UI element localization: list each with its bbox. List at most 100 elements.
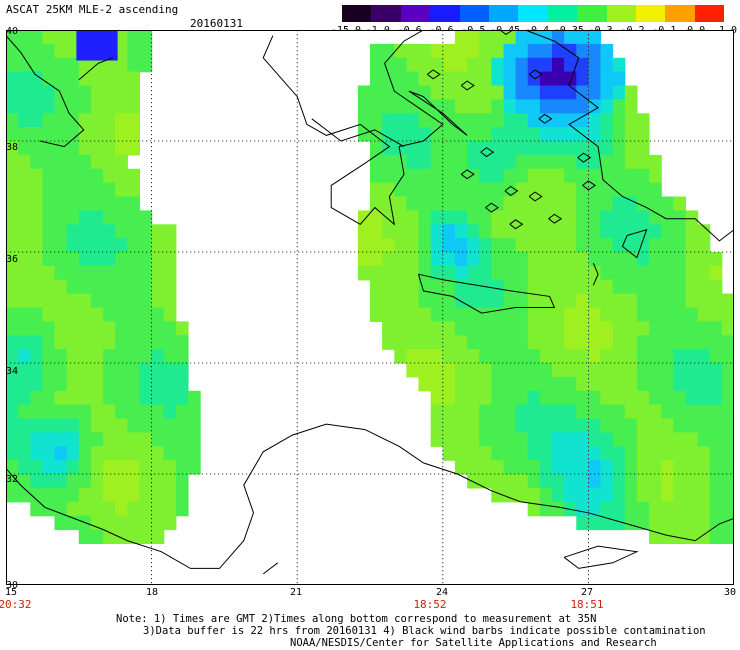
- wind-cell: [382, 182, 395, 198]
- wind-cell: [90, 238, 104, 253]
- lat-label-34: 34: [6, 366, 19, 377]
- wind-cell: [103, 335, 116, 350]
- wind-cell: [442, 57, 456, 73]
- wind-cell: [588, 265, 602, 281]
- wind-cell: [151, 418, 165, 433]
- colorbar-swatch: [488, 5, 519, 22]
- wind-cell: [697, 404, 711, 420]
- wind-cell: [66, 168, 80, 184]
- wind-cell: [115, 265, 128, 281]
- wind-cell: [42, 293, 56, 309]
- wind-cell: [515, 210, 529, 225]
- wind-cell: [649, 335, 662, 350]
- wind-cell: [6, 57, 19, 73]
- wind-cell: [552, 57, 565, 73]
- wind-cell: [394, 196, 407, 211]
- wind-cell: [418, 307, 432, 322]
- wind-cell: [564, 487, 577, 503]
- wind-cell: [406, 43, 420, 59]
- wind-cell: [552, 418, 565, 433]
- wind-cell: [636, 376, 650, 392]
- wind-cell: [406, 279, 420, 295]
- wind-cell: [163, 390, 177, 406]
- wind-cell: [685, 238, 699, 253]
- wind-cell: [552, 404, 565, 420]
- wind-cell: [636, 141, 650, 156]
- wind-cell: [588, 432, 602, 447]
- wind-cell: [552, 71, 565, 87]
- wind-cell: [115, 349, 128, 364]
- wind-cell: [54, 113, 68, 128]
- wind-cell: [636, 418, 650, 433]
- wind-cell: [673, 321, 686, 336]
- wind-cell: [418, 154, 432, 170]
- wind-cell: [6, 85, 19, 100]
- wind-cell: [588, 196, 602, 211]
- wind-cell: [515, 376, 529, 392]
- wind-cell: [163, 238, 177, 253]
- wind-cell: [370, 154, 383, 170]
- wind-cell: [600, 99, 614, 114]
- wind-cell: [588, 321, 602, 336]
- wind-cell: [18, 168, 31, 184]
- wind-cell: [600, 460, 614, 475]
- wind-cell: [78, 71, 92, 87]
- wind-cell: [163, 265, 177, 281]
- wind-cell: [697, 363, 711, 378]
- wind-cell: [503, 279, 517, 295]
- wind-cell: [382, 99, 395, 114]
- wind-cell: [564, 418, 577, 433]
- wind-cell: [6, 335, 19, 350]
- wind-cell: [649, 349, 662, 364]
- wind-cell: [90, 418, 104, 433]
- wind-cell: [30, 487, 43, 503]
- wind-cell: [624, 474, 638, 489]
- wind-cell: [600, 154, 614, 170]
- wind-cell: [636, 515, 650, 531]
- wind-cell: [442, 99, 456, 114]
- wind-cell: [103, 418, 116, 433]
- wind-cell: [6, 30, 19, 45]
- wind-cell: [588, 460, 602, 475]
- wind-cell: [406, 154, 420, 170]
- wind-cell: [479, 390, 492, 406]
- wind-cell: [175, 363, 189, 378]
- wind-cell: [163, 335, 177, 350]
- wind-cell: [576, 307, 589, 322]
- gulf-coast: [311, 118, 405, 148]
- wind-cell: [576, 99, 589, 114]
- wind-cell: [42, 335, 56, 350]
- wind-cell: [552, 168, 565, 184]
- wind-cell: [454, 307, 468, 322]
- wind-cell: [588, 279, 602, 295]
- wind-cell: [552, 474, 565, 489]
- wind-cell: [685, 224, 699, 239]
- wind-cell: [42, 43, 56, 59]
- wind-cell: [66, 196, 80, 211]
- wind-cell: [503, 210, 517, 225]
- wind-cell: [163, 446, 177, 461]
- wind-cell: [151, 404, 165, 420]
- wind-cell: [636, 446, 650, 461]
- wind-cell: [588, 154, 602, 170]
- wind-cell: [467, 446, 480, 461]
- wind-cell: [382, 196, 395, 211]
- wind-cell: [515, 182, 529, 198]
- wind-cell: [54, 404, 68, 420]
- wind-cell: [442, 390, 456, 406]
- wind-cell: [127, 238, 140, 253]
- wind-cell: [600, 141, 614, 156]
- wind-cell: [394, 252, 407, 267]
- wind-cell: [6, 293, 19, 309]
- wind-cell: [18, 418, 31, 433]
- wind-cell: [673, 404, 686, 420]
- wind-cell: [697, 474, 711, 489]
- wind-cell: [467, 335, 480, 350]
- wind-cell: [539, 349, 553, 364]
- wind-cell: [382, 141, 395, 156]
- wind-cell: [370, 252, 383, 267]
- wind-cell: [685, 307, 699, 322]
- wind-cell: [357, 224, 371, 239]
- wind-cell: [103, 210, 116, 225]
- wind-cell: [103, 168, 116, 184]
